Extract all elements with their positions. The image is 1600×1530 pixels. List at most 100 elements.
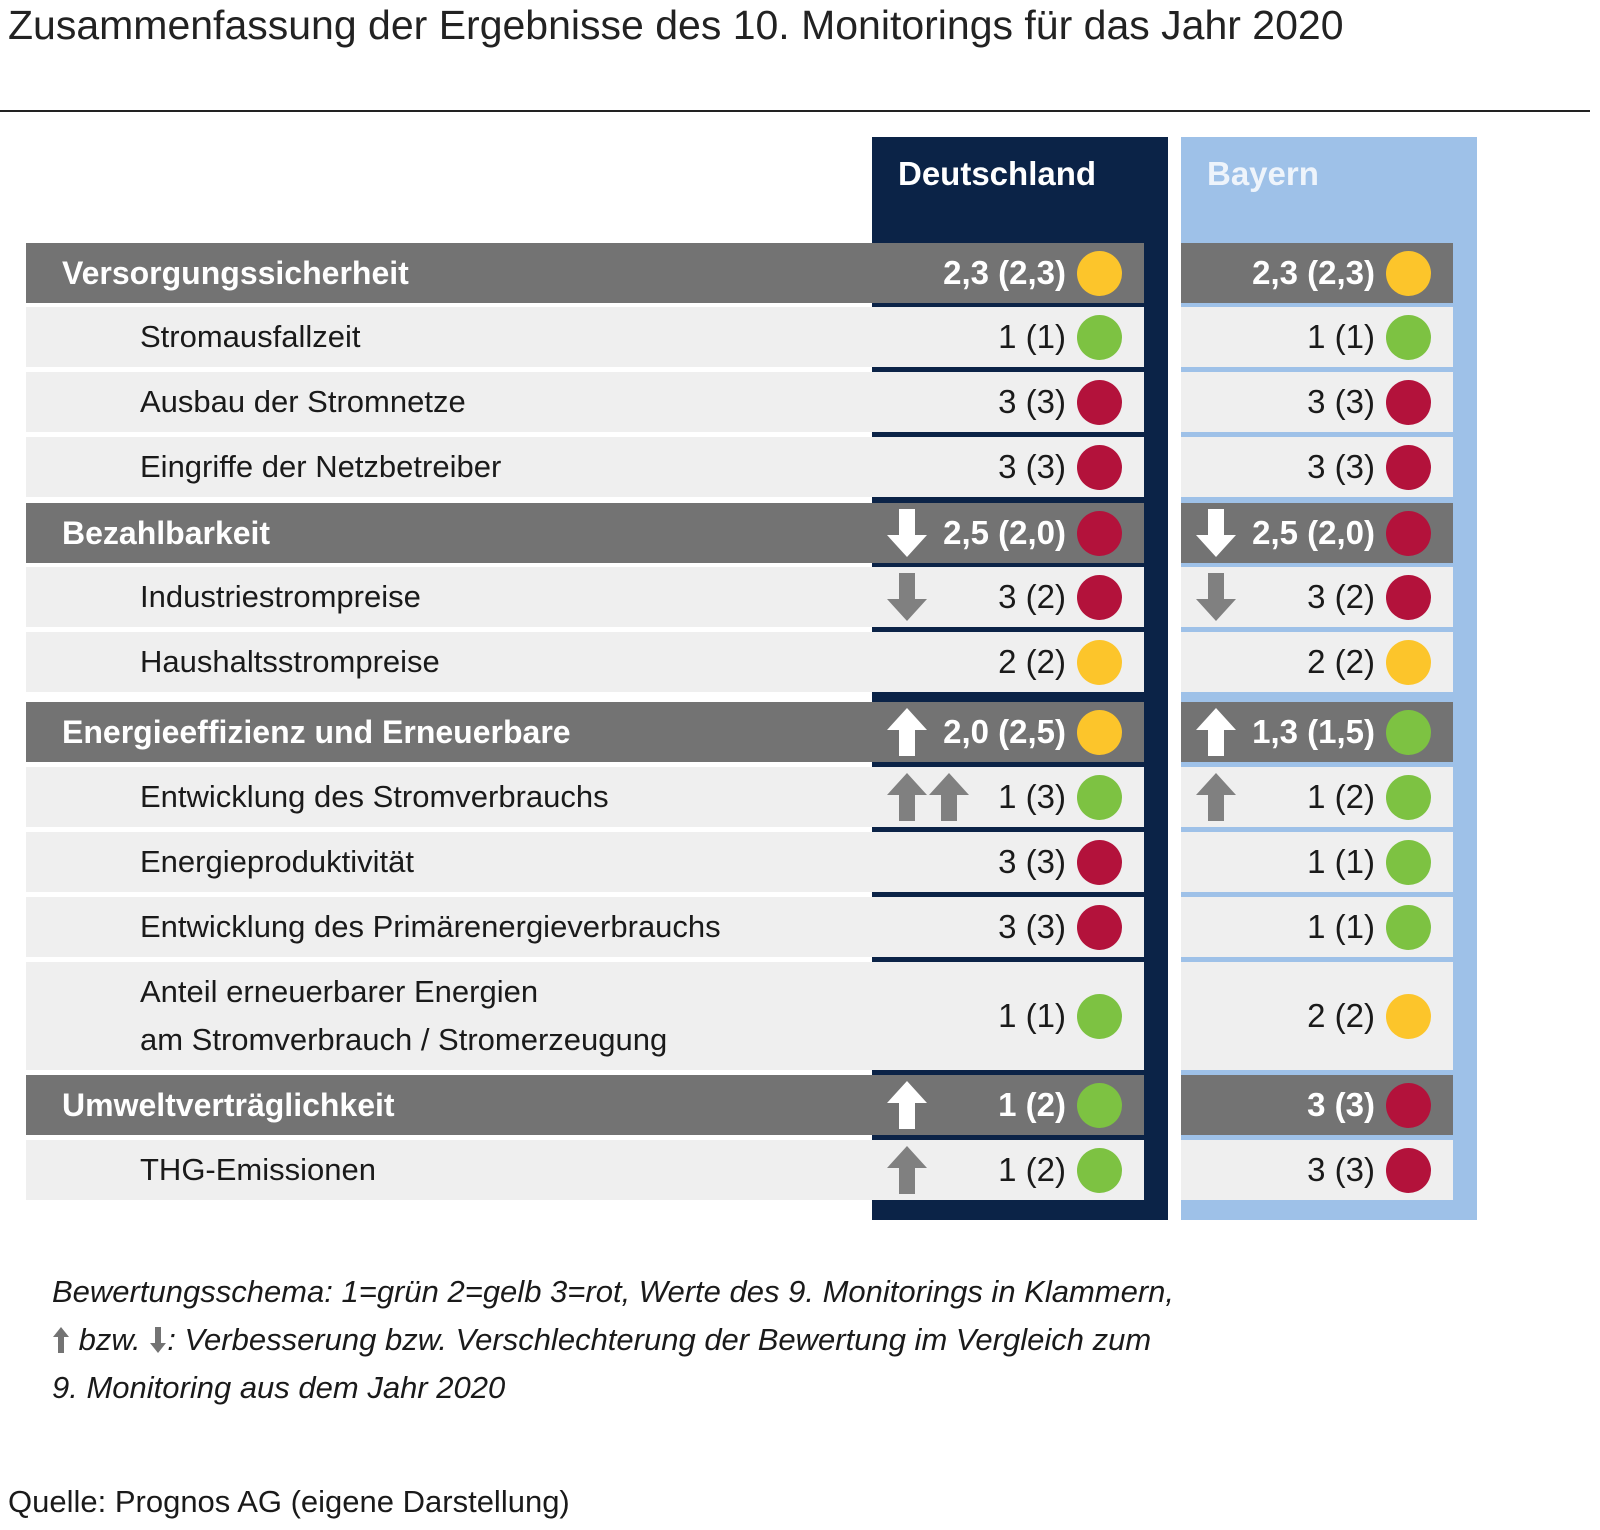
indicator-label: Energieproduktivität [140, 844, 414, 879]
germany-rating-cell: 3 (3) [872, 372, 1144, 432]
score-value: 3 (2) [1307, 578, 1375, 615]
red-status-dot [1386, 510, 1431, 556]
category-row: Energieeffizienz und Erneuerbare 2,0 (2,5… [0, 702, 1600, 762]
legend-bzw: bzw. [70, 1322, 150, 1357]
indicator-row: Anteil erneuerbarer Energien am Stromver… [0, 962, 1600, 1070]
bavaria-rating-cell: 2 (2) [1181, 962, 1453, 1070]
indicator-label: Eingriffe der Netzbetreiber [140, 449, 502, 484]
yellow-status-dot [1386, 993, 1431, 1039]
green-status-dot [1386, 904, 1431, 950]
indicator-label: Industriestrompreise [140, 579, 421, 614]
row-label-cell: Entwicklung des Primärenergieverbrauchs [26, 897, 872, 957]
bavaria-rating-cell: 1 (1) [1181, 897, 1453, 957]
category-row: Versorgungssicherheit 2,3 (2,3) 2,3 (2,3) [0, 243, 1600, 303]
score-value: 1 (2) [998, 1086, 1066, 1123]
bavaria-rating-cell: 1 (2) [1181, 767, 1453, 827]
green-status-dot [1386, 839, 1431, 885]
category-row: Bezahlbarkeit 2,5 (2,0) 2,5 (2,0) [0, 503, 1600, 563]
red-status-dot [1077, 904, 1122, 950]
arrow-up-icon [887, 1146, 927, 1194]
germany-rating-cell: 1 (2) [872, 1140, 1144, 1200]
score-value: 2,0 (2,5) [943, 713, 1066, 750]
indicator-row: Haushaltsstrompreise 2 (2) 2 (2) [0, 632, 1600, 692]
score-value: 2,3 (2,3) [943, 254, 1066, 291]
green-status-dot [1077, 1147, 1122, 1193]
indicator-row: Stromausfallzeit 1 (1) 1 (1) [0, 307, 1600, 367]
score-value: 2,3 (2,3) [1252, 254, 1375, 291]
score-value: 1 (2) [1307, 778, 1375, 815]
row-label-cell: Bezahlbarkeit [26, 503, 872, 563]
score-value: 3 (3) [998, 908, 1066, 945]
score-value: 3 (3) [1307, 1151, 1375, 1188]
trend-arrows [886, 1140, 928, 1200]
red-status-dot [1077, 839, 1122, 885]
row-label-cell: Anteil erneuerbarer Energien am Stromver… [26, 962, 872, 1070]
score-value: 3 (3) [998, 843, 1066, 880]
germany-rating-cell: 3 (3) [872, 832, 1144, 892]
arrow-up-icon [1196, 708, 1236, 756]
yellow-status-dot [1077, 250, 1122, 296]
indicator-row: Industriestrompreise 3 (2) 3 (2) [0, 567, 1600, 627]
arrow-up-icon [1196, 773, 1236, 821]
legend-line-3: 9. Monitoring aus dem Jahr 2020 [52, 1370, 506, 1405]
score-value: 3 (3) [1307, 448, 1375, 485]
indicator-row: Eingriffe der Netzbetreiber 3 (3) 3 (3) [0, 437, 1600, 497]
red-status-dot [1077, 444, 1122, 490]
arrow-down-icon [1196, 509, 1236, 557]
germany-rating-cell: 2,3 (2,3) [872, 243, 1144, 303]
page-title: Zusammenfassung der Ergebnisse des 10. M… [8, 2, 1344, 48]
germany-rating-cell: 1 (2) [872, 1075, 1144, 1135]
trend-arrows [1195, 702, 1237, 762]
bavaria-rating-cell: 1,3 (1,5) [1181, 702, 1453, 762]
bavaria-rating-cell: 2 (2) [1181, 632, 1453, 692]
indicator-row: THG-Emissionen 1 (2) 3 (3) [0, 1140, 1600, 1200]
row-label-cell: Stromausfallzeit [26, 307, 872, 367]
score-value: 3 (3) [1307, 383, 1375, 420]
row-label-cell: Energieeffizienz und Erneuerbare [26, 702, 872, 762]
germany-rating-cell: 3 (2) [872, 567, 1144, 627]
germany-rating-cell: 1 (3) [872, 767, 1144, 827]
score-value: 2 (2) [1307, 643, 1375, 680]
category-label: Bezahlbarkeit [62, 514, 271, 551]
germany-rating-cell: 2 (2) [872, 632, 1144, 692]
category-label: Versorgungssicherheit [62, 254, 409, 291]
indicator-label: THG-Emissionen [140, 1152, 376, 1187]
row-label-cell: Energieproduktivität [26, 832, 872, 892]
bavaria-rating-cell: 1 (1) [1181, 307, 1453, 367]
row-label-cell: Industriestrompreise [26, 567, 872, 627]
arrow-up-icon [929, 773, 969, 821]
bavaria-rating-cell: 3 (3) [1181, 1075, 1453, 1135]
score-value: 1 (1) [998, 997, 1066, 1034]
red-status-dot [1386, 444, 1431, 490]
trend-arrows [886, 702, 928, 762]
germany-rating-cell: 1 (1) [872, 307, 1144, 367]
yellow-status-dot [1077, 709, 1122, 755]
arrow-down-icon [887, 509, 927, 557]
indicator-label: Haushaltsstrompreise [140, 644, 440, 679]
red-status-dot [1386, 574, 1431, 620]
red-status-dot [1386, 1082, 1431, 1128]
row-label-cell: Versorgungssicherheit [26, 243, 872, 303]
green-status-dot [1077, 774, 1122, 820]
category-label: Umweltverträglichkeit [62, 1086, 395, 1123]
score-value: 3 (3) [1307, 1086, 1375, 1123]
arrow-up-icon [887, 773, 927, 821]
source-note: Quelle: Prognos AG (eigene Darstellung) [8, 1484, 570, 1519]
score-value: 1 (1) [1307, 843, 1375, 880]
trend-arrows [886, 767, 970, 827]
trend-arrows [1195, 767, 1237, 827]
arrow-up-icon [887, 1081, 927, 1129]
score-value: 1 (1) [1307, 318, 1375, 355]
row-label-cell: THG-Emissionen [26, 1140, 872, 1200]
red-status-dot [1077, 574, 1122, 620]
red-status-dot [1386, 1147, 1431, 1193]
bavaria-rating-cell: 3 (3) [1181, 437, 1453, 497]
bavaria-rating-cell: 2,3 (2,3) [1181, 243, 1453, 303]
arrow-down-icon [887, 573, 927, 621]
green-status-dot [1386, 314, 1431, 360]
indicator-row: Entwicklung des Primärenergieverbrauchs 3… [0, 897, 1600, 957]
yellow-status-dot [1386, 639, 1431, 685]
legend-explanation: : Verbesserung bzw. Verschlechterung der… [167, 1322, 1152, 1357]
indicator-label: Anteil erneuerbarer Energien am Stromver… [140, 974, 668, 1057]
indicator-label: Ausbau der Stromnetze [140, 384, 466, 419]
